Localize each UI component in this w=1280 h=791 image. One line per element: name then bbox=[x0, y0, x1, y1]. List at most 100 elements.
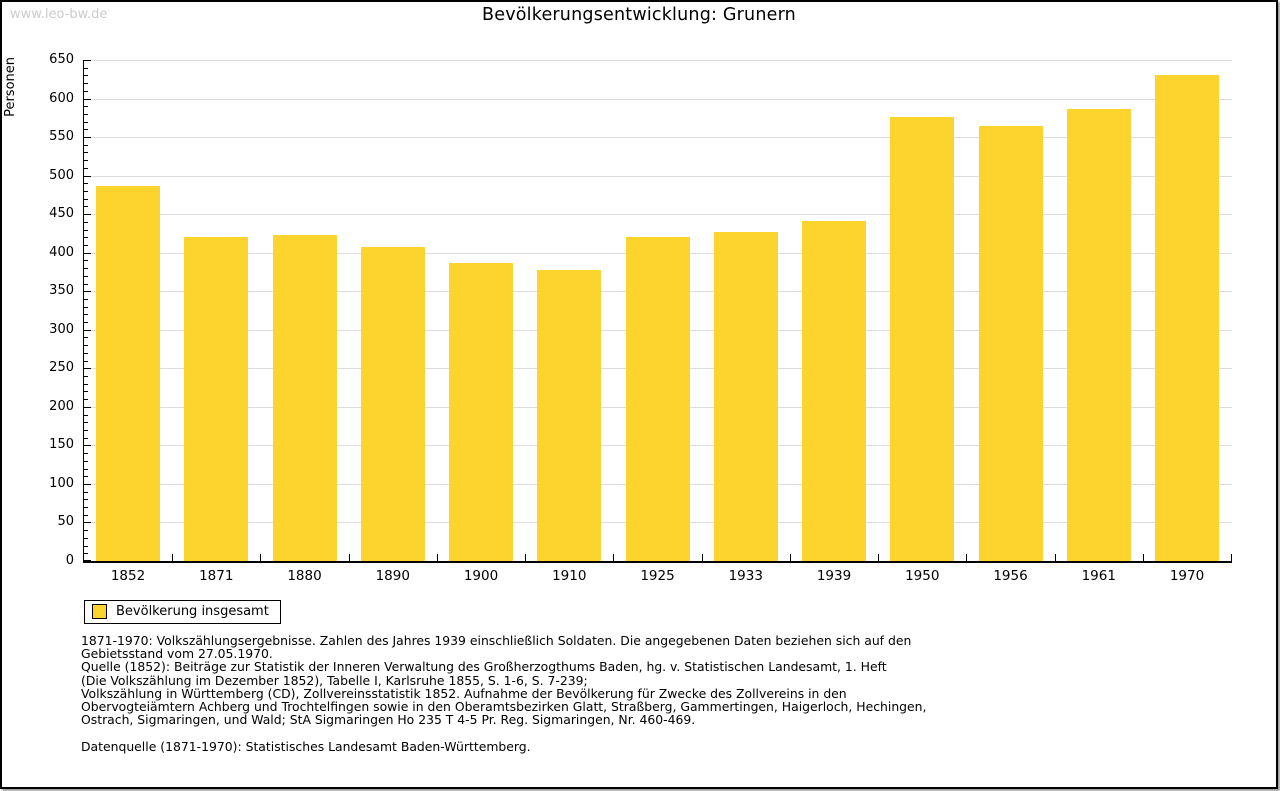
x-tick-label: 1880 bbox=[287, 568, 322, 584]
y-minor-tick bbox=[84, 206, 88, 208]
y-minor-tick bbox=[84, 499, 88, 501]
y-minor-tick bbox=[84, 322, 88, 324]
y-major-tick bbox=[84, 483, 91, 485]
bar bbox=[1066, 108, 1131, 561]
y-minor-tick bbox=[84, 491, 88, 493]
x-tick-label: 1970 bbox=[1169, 568, 1205, 584]
x-tick-label: 1956 bbox=[993, 568, 1028, 584]
y-minor-tick bbox=[84, 275, 88, 277]
y-tick-label: 450 bbox=[49, 206, 74, 222]
x-tick-label: 1939 bbox=[816, 568, 852, 584]
y-minor-tick bbox=[84, 345, 88, 347]
y-tick-label: 500 bbox=[49, 167, 74, 183]
x-boundary-tick bbox=[525, 554, 527, 561]
y-minor-tick bbox=[84, 553, 88, 555]
y-minor-tick bbox=[84, 268, 88, 270]
gridline bbox=[84, 60, 1232, 61]
y-major-tick bbox=[84, 560, 91, 561]
y-minor-tick bbox=[84, 507, 88, 509]
y-major-tick bbox=[84, 445, 91, 447]
footer-line: 1871-1970: Volkszählungsergebnisse. Zahl… bbox=[81, 633, 912, 648]
y-minor-tick bbox=[84, 144, 88, 146]
y-tick-label: 350 bbox=[49, 283, 74, 299]
y-minor-tick bbox=[84, 429, 88, 431]
x-boundary-tick bbox=[701, 554, 703, 561]
plot-area: 0 50 100 150 200 250 300 350 400 450 500 550 600 650 1… bbox=[49, 53, 1233, 584]
footer-line: Ostrach, Sigmaringen, und Wald; StA Sigm… bbox=[81, 712, 696, 728]
y-minor-tick bbox=[84, 244, 88, 246]
y-major-tick bbox=[84, 214, 91, 216]
footer-line: Volkszählung in Württemberg (CD), Zollve… bbox=[81, 685, 847, 701]
y-minor-tick bbox=[84, 113, 88, 115]
y-major-tick bbox=[84, 175, 91, 177]
bar bbox=[360, 246, 425, 561]
legend-swatch bbox=[92, 604, 107, 619]
x-boundary-tick bbox=[436, 554, 438, 561]
x-boundary-tick bbox=[1054, 554, 1056, 561]
y-minor-tick bbox=[84, 352, 88, 354]
y-minor-tick bbox=[84, 198, 88, 200]
footer-line: Quelle (1852): Beiträge zur Statistik de… bbox=[81, 659, 887, 675]
footer-datenquelle: Datenquelle (1871-1970): Statistisches L… bbox=[81, 738, 531, 754]
y-minor-tick bbox=[84, 221, 88, 223]
x-tick-label: 1933 bbox=[728, 568, 763, 584]
y-minor-tick bbox=[84, 314, 88, 316]
x-axis-line bbox=[82, 561, 1232, 563]
y-major-tick bbox=[84, 406, 91, 408]
bar bbox=[978, 126, 1043, 561]
y-major-tick bbox=[84, 368, 91, 370]
y-minor-tick bbox=[84, 530, 88, 532]
y-tick-label: 50 bbox=[57, 514, 74, 530]
x-tick-label: 1925 bbox=[640, 568, 675, 584]
bar bbox=[713, 231, 778, 561]
y-tick-label: 650 bbox=[49, 52, 74, 67]
x-boundary-tick bbox=[172, 554, 174, 561]
y-minor-tick bbox=[84, 160, 88, 162]
y-tick-label: 250 bbox=[49, 360, 74, 376]
y-major-tick bbox=[84, 252, 91, 254]
y-minor-tick bbox=[84, 414, 88, 416]
x-boundary-tick bbox=[348, 554, 350, 561]
x-tick-label: 1871 bbox=[199, 568, 234, 584]
y-minor-tick bbox=[84, 152, 88, 154]
y-minor-tick bbox=[84, 399, 88, 401]
x-boundary-tick bbox=[1231, 554, 1233, 561]
y-tick-label: 550 bbox=[49, 129, 74, 145]
x-boundary-tick bbox=[966, 554, 968, 561]
bar bbox=[1155, 74, 1219, 561]
y-minor-tick bbox=[84, 83, 88, 85]
y-minor-tick bbox=[84, 298, 88, 300]
y-minor-tick bbox=[84, 391, 88, 393]
y-minor-tick bbox=[84, 514, 88, 516]
y-minor-tick bbox=[84, 283, 88, 285]
y-minor-tick bbox=[84, 422, 88, 424]
y-major-tick bbox=[84, 291, 91, 293]
y-minor-tick bbox=[84, 67, 88, 69]
y-minor-tick bbox=[84, 75, 88, 77]
y-tick-label: 100 bbox=[49, 475, 74, 491]
y-minor-tick bbox=[84, 90, 88, 92]
y-minor-tick bbox=[84, 121, 88, 123]
y-minor-tick bbox=[84, 360, 88, 362]
footer-line: Obervogteiämtern Achberg und Trochtelfin… bbox=[81, 699, 927, 715]
y-major-tick bbox=[84, 137, 91, 139]
gridline bbox=[84, 214, 1232, 216]
y-minor-tick bbox=[84, 383, 88, 385]
bar bbox=[449, 262, 513, 561]
bar bbox=[802, 221, 866, 561]
bar bbox=[890, 117, 955, 561]
footer-line: Gebietsstand vom 27.05.1970. bbox=[81, 646, 273, 662]
y-minor-tick bbox=[84, 191, 88, 193]
y-tick-label: 300 bbox=[49, 321, 74, 337]
y-major-tick bbox=[84, 98, 91, 100]
y-tick-label: 150 bbox=[49, 437, 74, 453]
bar bbox=[625, 236, 690, 561]
footer-line: (Die Volkszählung im Dezember 1852), Tab… bbox=[81, 672, 588, 688]
y-minor-tick bbox=[84, 237, 88, 239]
x-tick-label: 1852 bbox=[110, 568, 146, 584]
y-minor-tick bbox=[84, 167, 88, 169]
gridline bbox=[84, 175, 1232, 177]
bar bbox=[184, 237, 249, 561]
y-minor-tick bbox=[84, 337, 88, 339]
